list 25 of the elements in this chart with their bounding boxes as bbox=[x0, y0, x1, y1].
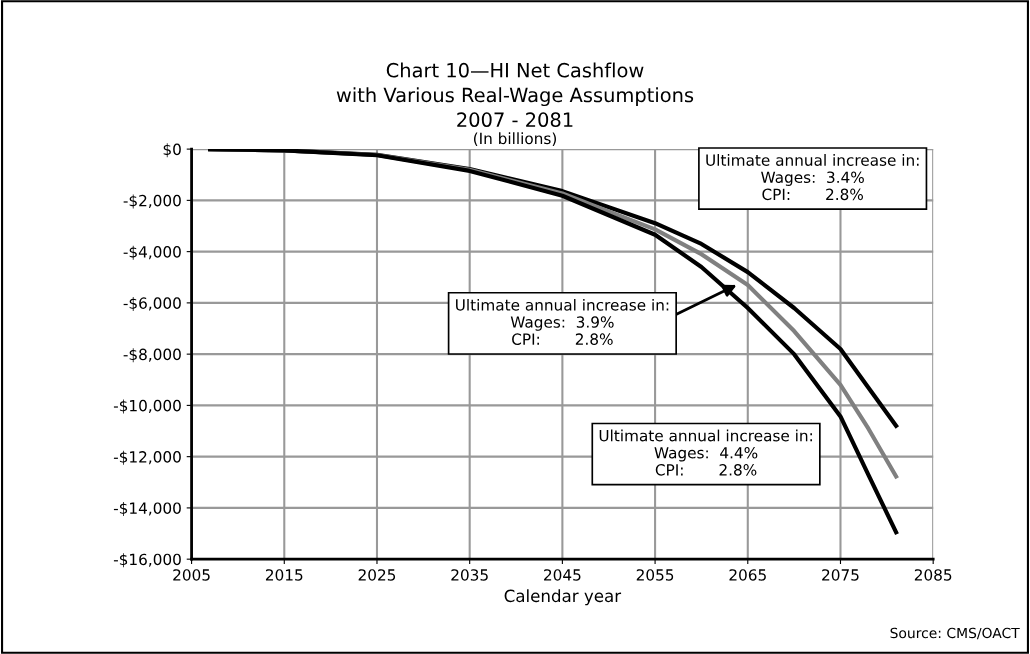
x-tick-label: 2045 bbox=[544, 569, 581, 581]
source-note: Source: CMS/OACT bbox=[890, 627, 1020, 640]
x-tick-label: 2055 bbox=[636, 569, 674, 581]
x-tick-label: 2085 bbox=[914, 569, 952, 581]
x-tick-label: 2035 bbox=[451, 569, 488, 581]
y-tick-label: -$16,000 bbox=[113, 553, 181, 568]
y-tick-label: -$4,000 bbox=[123, 245, 181, 260]
x-tick-label: 2015 bbox=[265, 569, 303, 581]
y-tick-label: $0 bbox=[163, 143, 181, 158]
chart-title: Chart 10—HI Net Cashflow with Various Real-Wage Assumptions 2007 - 2081 bbox=[336, 62, 694, 128]
annotation: Ultimate annual increase in: Wages: 4.4% CPI: 2.8% bbox=[599, 429, 812, 476]
x-tick-label: 2065 bbox=[729, 569, 766, 581]
x-axis-title: Calendar year bbox=[504, 589, 622, 606]
x-tick-label: 2025 bbox=[358, 569, 396, 581]
chart-subtitle: (In billions) bbox=[474, 132, 556, 146]
y-tick-label: -$14,000 bbox=[113, 502, 181, 516]
y-tick-label: -$12,000 bbox=[113, 450, 181, 465]
x-tick-label: 2005 bbox=[173, 569, 210, 581]
x-tick-label: 2075 bbox=[822, 569, 859, 581]
y-tick-label: -$8,000 bbox=[123, 348, 181, 363]
y-tick-label: -$6,000 bbox=[123, 297, 181, 311]
annotation: Ultimate annual increase in: Wages: 3.9% CPI: 2.8% bbox=[456, 298, 669, 345]
annotation: Ultimate annual increase in: Wages: 3.4% CPI: 2.8% bbox=[706, 154, 919, 201]
y-tick-label: -$2,000 bbox=[123, 194, 181, 209]
y-tick-label: -$10,000 bbox=[113, 399, 181, 414]
